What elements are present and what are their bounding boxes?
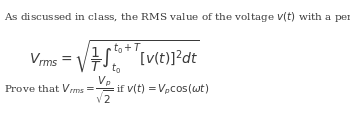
Text: $V_{rms} = \sqrt{\dfrac{1}{T} \int_{t_0}^{t_0+T} \left[v(t)\right]^2 dt}$: $V_{rms} = \sqrt{\dfrac{1}{T} \int_{t_0}…	[29, 39, 200, 76]
Text: Prove that $V_{rms} = \dfrac{V_p}{\sqrt{2}}$ if $v(t) = V_p \cos(\omega t)$: Prove that $V_{rms} = \dfrac{V_p}{\sqrt{…	[4, 75, 209, 106]
Text: As discussed in class, the RMS value of the voltage $v(t)$ with a period $T$ is:: As discussed in class, the RMS value of …	[4, 10, 350, 24]
